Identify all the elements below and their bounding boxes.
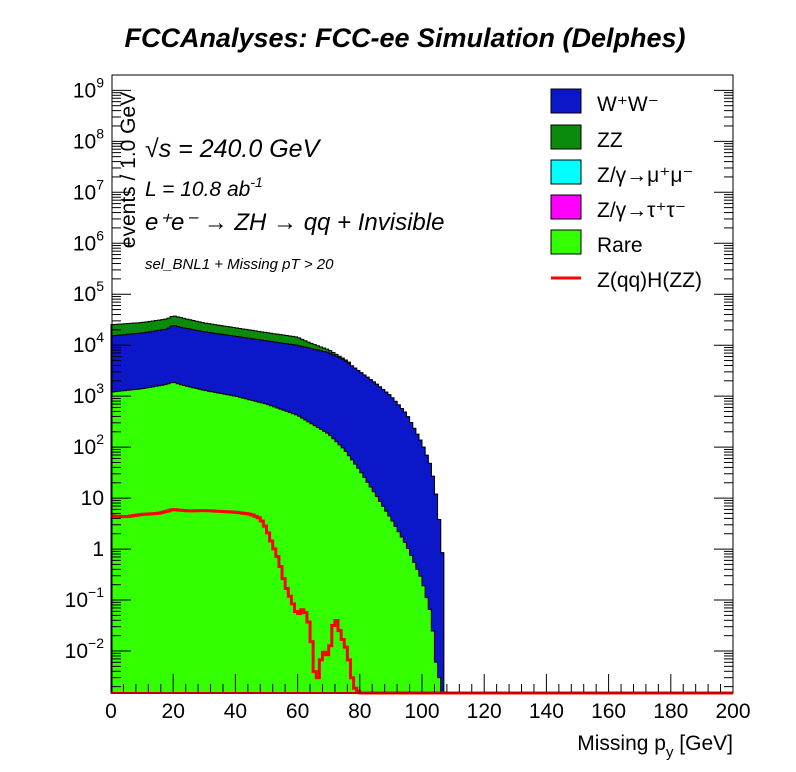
- y-tick-label: 106: [73, 227, 104, 255]
- legend-label-WW: W⁺W⁻: [597, 93, 659, 116]
- legend-label-signal: Z(qq)H(ZZ): [597, 269, 702, 292]
- x-tick-label: 160: [591, 700, 626, 723]
- x-tick-label: 0: [105, 700, 117, 723]
- legend: W⁺W⁻ ZZ Z/γ→μ⁺μ⁻ Z/γ→τ⁺τ⁻ Rare Z(qq)H(ZZ): [111, 88, 733, 694]
- legend-swatch-Rare: [550, 229, 582, 255]
- y-tick-label: 103: [73, 380, 104, 408]
- y-tick-label: 104: [73, 329, 104, 357]
- x-axis: 0 20 40 60 80 100 120 140 160 180 200: [105, 674, 751, 723]
- legend-swatch-ZZ: [550, 124, 582, 150]
- legend-swatch-tautau: [550, 194, 582, 220]
- y-tick-label: 102: [73, 431, 104, 459]
- annotation-luminosity: L = 10.8 ab-1: [145, 174, 263, 201]
- legend-swatch-WW: [550, 88, 582, 114]
- legend-swatch-mumu: [550, 159, 582, 185]
- x-tick-label: 200: [715, 700, 750, 723]
- y-tick-label: 1: [92, 538, 104, 561]
- x-tick-label: 120: [467, 700, 502, 723]
- x-tick-label: 140: [529, 700, 564, 723]
- x-tick-label: 80: [348, 700, 371, 723]
- x-tick-label: 100: [404, 700, 439, 723]
- x-axis-label: Missing py [GeV]: [577, 732, 733, 761]
- annotation-process: e⁺e⁻ → ZH → qq + Invisible: [145, 209, 444, 236]
- y-axis-label: events / 1.0 GeV: [117, 92, 140, 248]
- annotations: √s = 240.0 GeV L = 10.8 ab-1 e⁺e⁻ → ZH →…: [145, 135, 444, 273]
- y-tick-label: 10: [81, 487, 104, 510]
- y-tick-label: 109: [73, 74, 104, 102]
- x-tick-label: 20: [162, 700, 185, 723]
- y-tick-label: 105: [73, 278, 104, 306]
- legend-label-Rare: Rare: [597, 234, 643, 257]
- x-tick-label: 40: [224, 700, 247, 723]
- y-tick-label: 108: [73, 125, 104, 153]
- legend-label-mumu: Z/γ→μ⁺μ⁻: [597, 164, 694, 187]
- x-tick-label: 60: [286, 700, 309, 723]
- y-tick-label: 10−2: [65, 635, 105, 663]
- y-tick-label: 107: [73, 176, 104, 204]
- legend-label-tautau: Z/γ→τ⁺τ⁻: [597, 199, 686, 222]
- plot-area: [110, 315, 733, 695]
- x-tick-label: 180: [653, 700, 688, 723]
- chart-title: FCCAnalyses: FCC-ee Simulation (Delphes): [124, 23, 685, 53]
- annotation-selection: sel_BNL1 + Missing pT > 20: [145, 256, 334, 273]
- legend-label-ZZ: ZZ: [597, 129, 623, 152]
- annotation-sqrt-s: √s = 240.0 GeV: [145, 135, 322, 163]
- y-tick-label: 10−1: [65, 584, 105, 612]
